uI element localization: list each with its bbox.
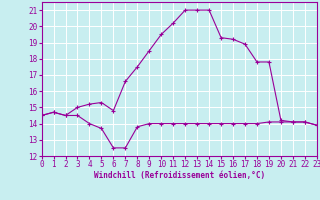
X-axis label: Windchill (Refroidissement éolien,°C): Windchill (Refroidissement éolien,°C): [94, 171, 265, 180]
